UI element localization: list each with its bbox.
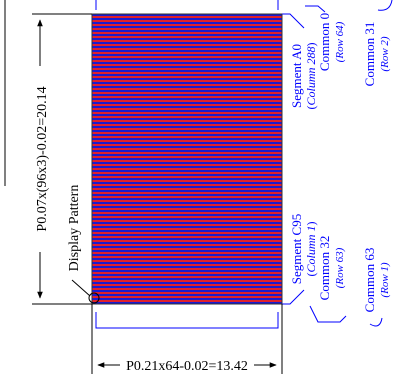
common-63-label: Common 63 bbox=[362, 248, 377, 313]
vertical-dimension: P0.07x(96x3)-0.02=20.14 bbox=[30, 13, 92, 305]
svg-text:(Column 288): (Column 288) bbox=[304, 42, 318, 109]
row-1-label: Row 1 bbox=[379, 266, 391, 295]
svg-text:(Row 64): (Row 64) bbox=[334, 21, 346, 62]
row-63-label: Row 63 bbox=[334, 251, 346, 286]
svg-text:(Row 2): (Row 2) bbox=[379, 36, 391, 71]
vertical-dimension-label: P0.07x(96x3)-0.02=20.14 bbox=[35, 86, 50, 231]
common-31-label: Common 31 bbox=[362, 22, 377, 87]
row-2-label: Row 2 bbox=[379, 40, 391, 69]
svg-text:(Row 63): (Row 63) bbox=[334, 247, 346, 288]
segment-a0-label: Segment A0 bbox=[289, 44, 304, 108]
common-32-label: Common 32 bbox=[317, 236, 332, 301]
segment-c95-label: Segment C95 bbox=[289, 214, 304, 284]
top-right-annotations: Segment A0 (Column 288) Common 0 (Row 64… bbox=[282, 0, 393, 110]
svg-text:(Row 1): (Row 1) bbox=[379, 262, 391, 297]
row-64-label: Row 64 bbox=[334, 25, 346, 60]
display-pattern-area bbox=[92, 14, 282, 304]
column-288-label: Column 288 bbox=[304, 46, 318, 105]
horizontal-dimension-label: P0.21x64-0.02=13.42 bbox=[126, 359, 248, 374]
horizontal-dimension: P0.21x64-0.02=13.42 bbox=[91, 304, 283, 374]
bottom-right-annotations: Segment C95 (Column 1) Common 32 (Row 63… bbox=[282, 214, 391, 327]
corner-pixel-marker bbox=[88, 292, 100, 304]
column-1-label: Column 1 bbox=[304, 225, 318, 272]
svg-text:(Column 1): (Column 1) bbox=[304, 221, 318, 276]
common-0-label: Common 0 bbox=[317, 13, 332, 71]
display-pattern-label: Display Pattern bbox=[67, 185, 82, 272]
